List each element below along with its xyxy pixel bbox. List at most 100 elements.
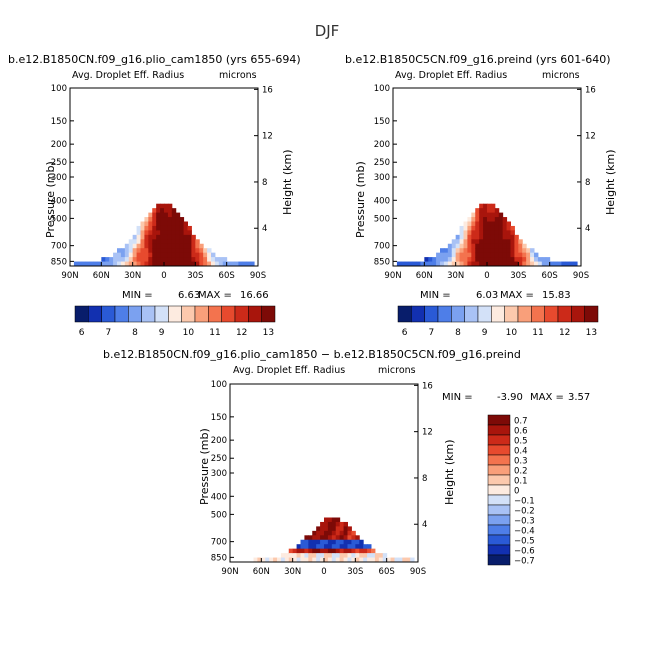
colorbar-swatch	[234, 305, 249, 323]
field-cell	[320, 539, 325, 545]
field-cell	[394, 557, 399, 563]
pressure-tick-label: 150	[211, 413, 227, 423]
field-cell	[339, 521, 345, 527]
field-cell	[140, 248, 145, 254]
field-cell	[483, 217, 488, 222]
field-cell	[203, 261, 208, 267]
field-cell	[187, 243, 192, 249]
field-cell	[363, 553, 368, 559]
field-cell	[253, 557, 258, 563]
field-cell	[93, 261, 98, 267]
field-cell	[494, 217, 500, 222]
field-cell	[343, 539, 348, 545]
field-cell	[483, 225, 488, 231]
field-cell	[351, 557, 356, 563]
field-cell	[506, 248, 511, 254]
field-cell	[211, 257, 216, 263]
field-cell	[506, 252, 511, 258]
field-cell	[179, 239, 185, 245]
field-cell	[203, 248, 208, 254]
colorbar-swatch	[411, 305, 425, 323]
field-cell	[428, 261, 433, 267]
field-cell	[171, 243, 177, 249]
field-cell	[494, 221, 500, 227]
field-cell	[195, 261, 200, 267]
colorbar-swatch	[487, 474, 511, 486]
field-cell	[347, 530, 352, 536]
field-cell	[327, 521, 333, 527]
field-cell	[218, 261, 224, 267]
field-cell	[320, 553, 325, 559]
field-cell	[502, 248, 508, 254]
field-cell	[324, 557, 329, 563]
field-cell	[483, 252, 488, 258]
pressure-tick-label: 700	[211, 538, 227, 548]
field-cell	[487, 234, 492, 240]
field-cell	[327, 539, 333, 545]
field-cell	[160, 239, 165, 245]
field-cell	[475, 217, 480, 222]
field-cell	[467, 252, 472, 258]
field-cell	[487, 257, 492, 263]
field-cell	[347, 544, 352, 550]
page-title: DJF	[314, 22, 340, 40]
field-cell	[498, 234, 504, 240]
field-cell	[483, 221, 488, 227]
field-cell	[113, 252, 118, 258]
field-cell	[479, 217, 484, 222]
field-cell	[498, 225, 504, 231]
pressure-tick-label: 200	[374, 140, 390, 150]
field-cell	[160, 221, 165, 227]
field-cell	[175, 243, 181, 249]
panel3-max-label: MAX =	[530, 392, 564, 403]
field-cell	[331, 530, 337, 536]
field-cell	[436, 261, 441, 267]
field-cell	[463, 239, 468, 245]
field-cell	[494, 212, 500, 218]
field-cell	[128, 257, 134, 263]
colorbar-swatch	[487, 434, 511, 446]
field-cell	[502, 230, 508, 236]
field-cell	[296, 557, 301, 563]
lat-tick-label: 90S	[410, 567, 426, 577]
field-cell	[463, 243, 468, 249]
field-cell	[183, 221, 188, 227]
field-cell	[534, 261, 539, 267]
panel1-title: b.e12.B1850CN.f09_g16.plio_cam1850 (yrs …	[8, 53, 301, 66]
field-cell	[526, 261, 531, 267]
field-cell	[175, 257, 181, 263]
field-cell	[144, 225, 149, 231]
field-cell	[156, 234, 161, 240]
field-cell	[183, 243, 188, 249]
field-cell	[459, 252, 464, 258]
field-cell	[490, 261, 496, 267]
field-cell	[400, 261, 406, 267]
field-cell	[214, 261, 220, 267]
field-cell	[451, 261, 457, 267]
field-cell	[171, 257, 177, 263]
field-cell	[164, 217, 169, 222]
panel1-max-value: 16.66	[240, 290, 269, 301]
field-cell	[167, 212, 173, 218]
field-cell	[179, 225, 185, 231]
field-cell	[510, 234, 515, 240]
field-cell	[475, 243, 480, 249]
colorbar-swatch	[584, 305, 599, 323]
field-cell	[522, 248, 527, 254]
field-cell	[483, 234, 488, 240]
field-cell	[175, 252, 181, 258]
field-cell	[351, 544, 356, 550]
field-cell	[359, 553, 364, 559]
pressure-tick-label: 200	[51, 140, 67, 150]
field-cell	[463, 225, 468, 231]
field-cell	[152, 225, 157, 231]
field-cell	[526, 248, 531, 254]
field-cell	[494, 230, 500, 236]
field-cell	[160, 261, 165, 267]
field-cell	[443, 248, 449, 254]
panel2-units: microns	[542, 70, 580, 81]
field-cell	[187, 252, 192, 258]
field-cell	[183, 252, 188, 258]
field-cell	[183, 230, 188, 236]
field-cell	[475, 252, 480, 258]
